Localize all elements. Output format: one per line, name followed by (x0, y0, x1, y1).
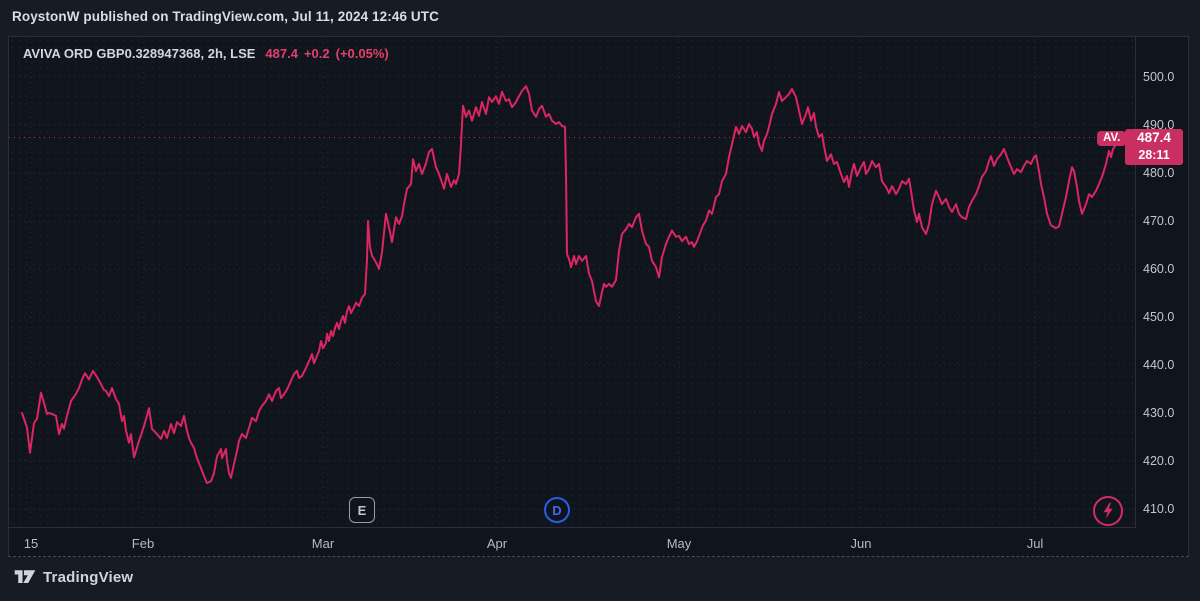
time-axis-label: Feb (131, 536, 155, 551)
time-axis-label: Mar (311, 536, 335, 551)
price-axis-label: 480.0 (1143, 166, 1175, 180)
price-axis-label: 440.0 (1143, 358, 1175, 372)
price-axis-label: 450.0 (1143, 310, 1175, 324)
time-axis-label: 15 (23, 536, 39, 551)
time-axis-label: Jun (850, 536, 872, 551)
price-axis[interactable]: 410.0 420.0 430.0 440.0 450.0 460.0 470.0 480.0… (1137, 37, 1189, 528)
time-axis-label: May (666, 536, 692, 551)
price-change: +0.2 (303, 46, 330, 61)
earnings-event-label: E (357, 502, 367, 518)
time-axis-label: Apr (486, 536, 508, 551)
tradingview-logo[interactable]: TradingView (14, 568, 133, 586)
flash-event-button[interactable] (1093, 496, 1123, 526)
symbol-description: AVIVA ORD GBP0.328947368, 2h, LSE (23, 46, 256, 61)
chart-widget: AVIVA ORD GBP0.328947368, 2h, LSE 487.4 +0… (8, 36, 1189, 557)
average-price-tag: AV. (1097, 131, 1127, 146)
price-axis-label: 460.0 (1143, 262, 1175, 276)
quote-values: 487.4 +0.2 (+0.05%) (265, 46, 394, 61)
average-price-tag-label: AV. (1103, 132, 1121, 144)
price-line-chart (9, 37, 1136, 528)
dividends-event-button[interactable]: D (544, 497, 570, 523)
dividends-event-label: D (552, 502, 562, 518)
price-axis-label: 410.0 (1143, 502, 1175, 516)
lightning-icon (1103, 502, 1113, 519)
time-axis[interactable]: 15 Feb Mar Apr May Jun Jul (9, 529, 1136, 557)
price-axis-label: 430.0 (1143, 406, 1175, 420)
price-axis-label: 490.0 (1143, 118, 1175, 132)
tradingview-logo-text: TradingView (43, 568, 134, 586)
price-axis-label: 470.0 (1143, 214, 1175, 228)
last-price-badge: 487.4 28:11 (1125, 129, 1183, 165)
price-axis-label: 500.0 (1143, 70, 1175, 84)
bar-countdown: 28:11 (1138, 148, 1170, 162)
earnings-event-button[interactable]: E (349, 497, 375, 523)
chart-legend: AVIVA ORD GBP0.328947368, 2h, LSE 487.4 +0… (23, 46, 395, 61)
published-attribution-text: RoystonW published on TradingView.com, J… (12, 9, 439, 24)
price-change-percent: (+0.05%) (335, 46, 389, 61)
last-price: 487.4 (265, 46, 298, 61)
time-axis-label: Jul (1026, 536, 1044, 551)
price-axis-label: 420.0 (1143, 454, 1175, 468)
last-price-value: 487.4 (1137, 130, 1171, 145)
tradingview-logo-icon (14, 570, 36, 584)
chart-pane[interactable]: AVIVA ORD GBP0.328947368, 2h, LSE 487.4 +0… (9, 37, 1136, 528)
